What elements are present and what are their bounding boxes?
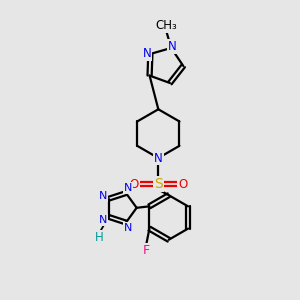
Text: F: F (143, 244, 150, 256)
Text: S: S (154, 177, 163, 191)
Text: N: N (124, 183, 132, 193)
Text: N: N (124, 223, 132, 233)
Text: N: N (154, 152, 163, 164)
Text: H: H (94, 231, 103, 244)
Text: N: N (99, 215, 107, 225)
Text: O: O (178, 178, 187, 191)
Text: N: N (168, 40, 177, 53)
Text: CH₃: CH₃ (156, 20, 178, 32)
Text: N: N (142, 47, 151, 60)
Text: O: O (129, 178, 139, 191)
Text: N: N (99, 191, 107, 201)
